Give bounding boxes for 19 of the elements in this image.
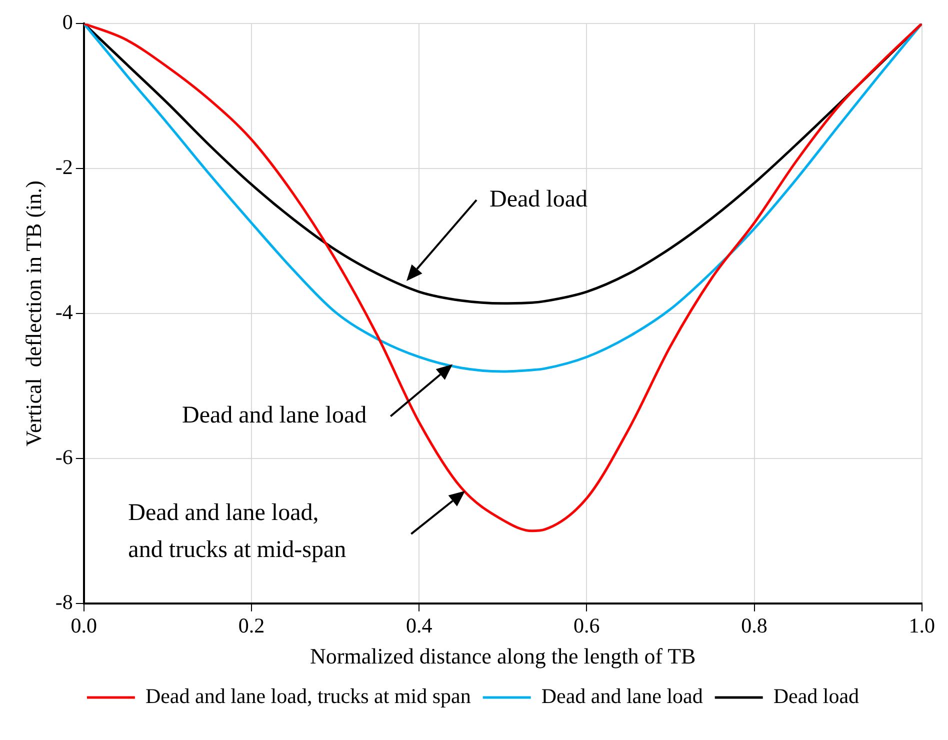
x-tick-label: 0.8	[741, 614, 768, 638]
y-tick-label: -2	[55, 155, 73, 180]
annotation: Dead load	[490, 186, 588, 212]
annotation: Dead and lane load, and trucks at mid-span	[128, 500, 346, 564]
y-tick-label: -6	[55, 444, 73, 469]
legend-label: Dead and lane load, trucks at mid span	[145, 684, 472, 708]
legend-label: Dead load	[773, 684, 860, 708]
y-tick-label: -4	[55, 300, 74, 324]
x-tick-label: 1.0	[908, 614, 935, 638]
x-axis-title: Normalized distance along the length of TB	[310, 644, 696, 669]
legend-label: Dead and lane load	[541, 684, 704, 708]
annotation: Dead and lane load	[182, 402, 367, 429]
x-tick-label: 0.6	[574, 614, 600, 638]
y-tick-label: 0	[62, 10, 73, 34]
y-axis-title: Vertical deflection in TB (in.)	[20, 180, 46, 446]
x-tick-label: 0.4	[406, 614, 433, 638]
y-tick-label: -8	[55, 590, 73, 614]
x-tick-label: 0.2	[238, 614, 265, 638]
x-tick-label: 0.0	[70, 614, 98, 638]
